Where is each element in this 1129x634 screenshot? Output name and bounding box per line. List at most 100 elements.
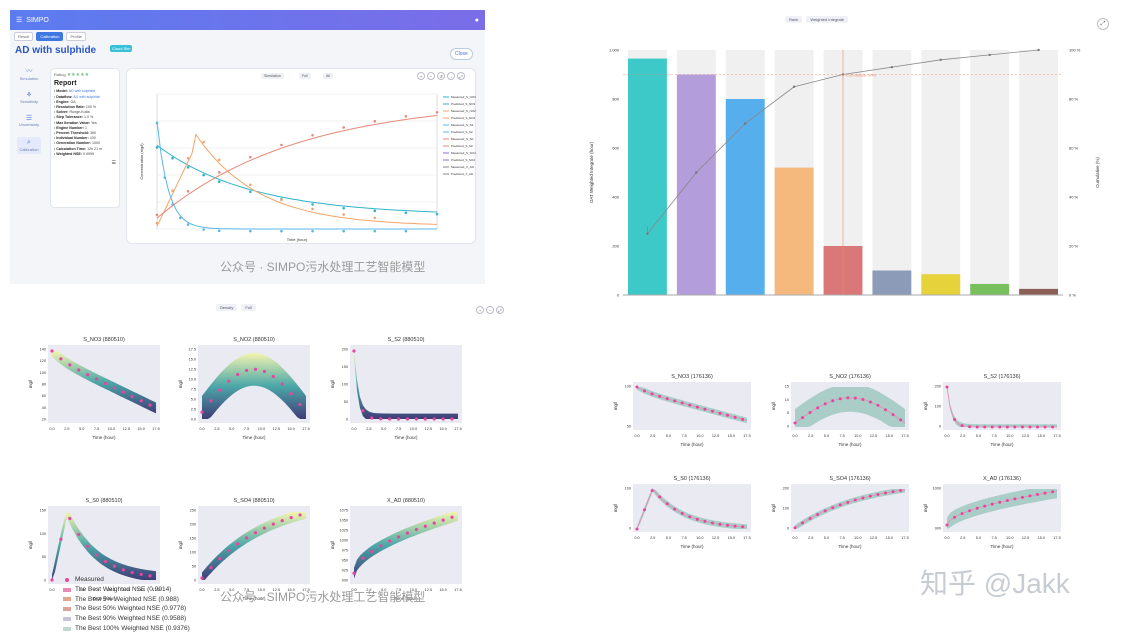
- x-tick: 2.5: [808, 536, 813, 540]
- measured-point: [983, 425, 987, 429]
- measured-point: [298, 513, 302, 517]
- uncertainty-band: [637, 489, 747, 529]
- x-tick: 10.0: [696, 536, 703, 540]
- y-tick: 400: [612, 195, 619, 200]
- y-tick: 100: [625, 487, 631, 491]
- legend-label: Measured_S_S2: [451, 123, 474, 127]
- measured-point: [816, 406, 820, 410]
- measured-point: [236, 542, 240, 546]
- report-key: Engine:: [56, 99, 70, 104]
- zoom-in-icon[interactable]: +: [417, 72, 425, 80]
- subplot-title: S_NO2 (176136): [829, 374, 871, 380]
- report-value: 360: [90, 131, 97, 136]
- x-tick: 10.0: [410, 588, 417, 592]
- y-tick: 0: [346, 418, 348, 422]
- measured-point: [1043, 425, 1047, 429]
- measured-point: [1013, 497, 1017, 501]
- legend-best: The Best Weighted NSE (0.9914): [63, 585, 190, 595]
- rating-label: Rating: [54, 72, 66, 77]
- subplot-xlabel: Time (hour): [990, 544, 1014, 549]
- x-tick: 12.5: [425, 427, 432, 431]
- expand-icon[interactable]: ⤢: [457, 72, 465, 80]
- cumulative-annotation: Cumulative: 90%: [846, 73, 877, 78]
- rating-stars[interactable]: ★★★★★: [66, 72, 90, 78]
- x-tick: 15.0: [728, 536, 735, 540]
- menu-icon[interactable]: ☰: [16, 17, 23, 24]
- series-select[interactable]: All: [323, 73, 333, 79]
- range-select[interactable]: Full: [299, 73, 311, 79]
- range-select[interactable]: Full: [241, 304, 256, 311]
- legend-label: Predicted_S_NO2: [451, 116, 476, 120]
- zoom-out-icon[interactable]: −: [427, 72, 435, 80]
- cumulative-line: [647, 49, 1039, 235]
- density-select[interactable]: Density: [216, 304, 238, 311]
- expand-icon[interactable]: ⤢: [1097, 18, 1109, 30]
- measured-point: [846, 500, 850, 504]
- x-tick: 15.0: [137, 427, 144, 431]
- report-value[interactable]: AD with sulphide: [73, 94, 101, 99]
- page-title: AD with sulphide: [15, 45, 97, 56]
- measured-point: [186, 223, 190, 226]
- subplot-title: S_S0 (176136): [674, 476, 711, 482]
- nav-calibration[interactable]: ⌕ Calibration: [17, 137, 41, 154]
- settings-icon[interactable]: ☰: [111, 160, 116, 167]
- measured-point: [868, 494, 872, 498]
- measured-point: [289, 515, 293, 520]
- y-tick: 150: [40, 509, 46, 513]
- report-value: 0.9999: [82, 151, 94, 156]
- subplot-title: S_S2 (880510): [388, 337, 425, 343]
- cumulative-point: [890, 65, 894, 69]
- x-tick: 12.5: [712, 536, 719, 540]
- metric-select[interactable]: Weighted Integrate: [806, 16, 849, 23]
- measured-point: [311, 207, 314, 211]
- x-tick: 2.5: [650, 434, 655, 438]
- reset-icon[interactable]: ↺: [437, 72, 445, 80]
- measured-point: [733, 524, 737, 528]
- density-band: [202, 353, 306, 419]
- mode-select[interactable]: Simulation: [261, 73, 284, 79]
- measured-point: [423, 524, 427, 528]
- nav-label: Calibration: [19, 147, 39, 152]
- watermark-2: 公众号 · SIMPO污水处理工艺智能模型: [811, 299, 1016, 300]
- crumb-calibration[interactable]: Calibration: [36, 32, 64, 41]
- report-value[interactable]: AD with sulphide: [68, 89, 96, 94]
- y-axis-label: Concentration (mg/l): [139, 143, 144, 180]
- nav-simulation[interactable]: 〰 Simulation: [20, 66, 39, 81]
- x-tick: 17.5: [454, 588, 461, 592]
- legend-100: The Best 100% Weighted NSE (0.9376): [63, 624, 190, 634]
- nav-uncertainty[interactable]: ☰ Uncertainty: [19, 114, 39, 127]
- measured-point: [990, 425, 994, 429]
- uncertainty-band: [795, 489, 905, 529]
- measured-point: [891, 413, 895, 417]
- measured-point: [665, 502, 669, 506]
- measured-point: [953, 515, 957, 519]
- chart-toolbar: + − ↺ ↓ ⤢: [417, 72, 465, 80]
- measured-point: [202, 228, 205, 231]
- bar-K_S0: [970, 283, 1010, 295]
- measured-point: [432, 417, 436, 421]
- x-tick: 2.5: [960, 434, 965, 438]
- simulation-chart-card: Simulation Full All + − ↺ ↓ ⤢ Time (hour) Con…: [126, 68, 476, 244]
- measured-point: [1028, 494, 1032, 498]
- y-tick: 5.0: [191, 398, 196, 402]
- expand-icon[interactable]: ⤢: [496, 306, 504, 314]
- measured-point: [200, 576, 204, 580]
- density-band: [354, 512, 458, 579]
- rank-select[interactable]: Rank: [785, 16, 803, 23]
- x-tick: 15.0: [287, 427, 294, 431]
- nav-sensitivity[interactable]: ⚘ Sensitivity: [20, 91, 38, 104]
- x-tick: 10.0: [1006, 434, 1013, 438]
- crumb-profile[interactable]: Profile: [66, 32, 86, 41]
- crumb-result[interactable]: Result: [14, 32, 34, 41]
- close-button[interactable]: Close: [450, 48, 473, 60]
- legend-90: The Best 90% Weighted NSE (0.9588): [63, 614, 190, 624]
- measured-point: [370, 549, 374, 553]
- user-icon[interactable]: ●: [474, 16, 479, 24]
- measured-point: [703, 519, 707, 523]
- report-title: Report: [54, 80, 77, 88]
- download-icon[interactable]: ↓: [447, 72, 455, 80]
- legend-label: The Best 5% Weighted NSE (0.988): [75, 595, 179, 603]
- zoom-out-icon[interactable]: −: [486, 306, 494, 314]
- measured-point: [960, 512, 964, 516]
- zoom-in-icon[interactable]: +: [476, 306, 484, 314]
